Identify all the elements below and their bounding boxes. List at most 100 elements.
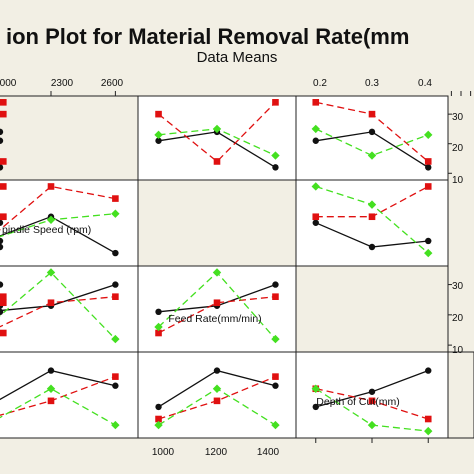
panel-r2-c1-series-2-point-1: [213, 299, 221, 307]
panel-r3-c2-series-1-point-0: [312, 403, 319, 411]
diagonal-cell-1: [137, 179, 297, 267]
panel-r0-c1-series-2-point-1: [213, 158, 221, 165]
panel-r1-c2-series-3-point-2: [424, 248, 433, 258]
bottom-axis-col2: 1000 1200 1400: [152, 447, 280, 458]
panel-r1-c0-series-2-line: [0, 185, 116, 231]
panel-r2-c1-series-1-point-0: [155, 308, 162, 316]
panel-r0-c2-series-2-point-0: [312, 99, 320, 106]
panel-r0-c2-series-1-point-1: [368, 128, 376, 136]
top-tick-col3-0: 0.2: [313, 78, 327, 89]
panel-r1-c2: [295, 179, 449, 267]
panel-r0-c2: [295, 95, 449, 181]
panel-r3-c0-series-1-point-2: [112, 382, 119, 389]
panel-r1-c0-series-3-point-2: [111, 209, 120, 218]
panel-r3-c1-series-1-point-0: [155, 403, 162, 411]
panel-r1-c3-series-2-point-2: [0, 213, 7, 221]
panel-r0-c1-series-3-point-2: [271, 151, 280, 160]
panel-r0-c2-series-3-point-1: [367, 151, 377, 160]
panel-r1-c2-series-2-point-1: [368, 213, 376, 221]
panel-r1-c2-series-1-point-1: [368, 243, 376, 251]
panel-r3-c0-series-2-point-2: [112, 373, 119, 380]
panel-r1-c2-series-3-point-0: [311, 182, 320, 191]
panel-r2-c0-series-3-point-2: [111, 334, 120, 344]
panel-r1-c0-series-1-point-2: [112, 249, 119, 257]
top-tick-col0-0: 000: [0, 78, 17, 89]
factor-label-spindle-speed: pindle Speed (rpm): [2, 224, 91, 236]
panel-r2-c3-series-1-point-0: [0, 308, 4, 316]
panel-r0-c2-series-2-point-2: [424, 158, 432, 165]
right-tick-row0-10: 10: [452, 175, 464, 186]
panel-r0-c2-series-2-point-1: [368, 110, 376, 118]
panel-r2-c0-series-1-point-2: [112, 281, 119, 288]
panel-r1-c0-series-3-point-1: [46, 215, 56, 224]
top-tick-col3-2: 0.4: [418, 78, 432, 89]
panel-r2-c3-series-2-point-1: [0, 299, 7, 307]
top-tick-col0-1: 2300: [51, 78, 74, 89]
panel-r1-c3-series-1-point-1: [0, 243, 4, 251]
right-tick-row2-30: 30: [452, 281, 464, 292]
panel-r0-c2-series-3-point-0: [311, 124, 320, 134]
panel-r3-c2-series-3-point-1: [367, 420, 377, 430]
panel-r2-c1-series-2-line: [158, 296, 276, 334]
panel-r3-c1: [137, 351, 297, 439]
panel-r2-c0-series-2-point-2: [112, 293, 119, 300]
panel-r0-c3-series-2-point-2: [0, 158, 7, 165]
right-tick-row0-20: 20: [452, 143, 464, 154]
panel-r2-c1-series-2-point-2: [272, 293, 279, 300]
top-tick-col0-2: 2600: [101, 78, 124, 89]
panel-r0-c3-series-1-point-0: [0, 137, 4, 144]
panel-r0-c2-series-3-line: [315, 128, 429, 157]
panel-r2-c1-series-3-point-1: [212, 268, 222, 277]
panel-r0-c1-series-3-point-0: [154, 130, 163, 140]
panel-r3-c1-series-1-point-1: [213, 367, 221, 374]
panel-r1-c2-series-1-point-0: [312, 219, 319, 226]
right-tick-row0-30: 30: [452, 112, 464, 123]
panel-r1-c3-series-1-point-2: [0, 237, 4, 245]
panel-r2-c1-series-3-point-0: [154, 322, 163, 332]
panel-r2-c1-series-1-point-2: [272, 281, 279, 288]
panel-r0-c2-series-1-point-0: [312, 137, 319, 144]
factor-label-depth-of-cut: Depth of Cut(mm): [316, 396, 399, 408]
factor-label-feed-rate: Feed Rate(mm/min): [168, 313, 261, 325]
panel-r0-c1-series-1-point-2: [272, 164, 279, 171]
panel-r3-c2-series-2-point-1: [368, 397, 376, 405]
panel-r3-c0-series-3-line: [0, 387, 116, 426]
right-tick-row2-10: 10: [452, 345, 464, 356]
panel-r2-c3-series-2-point-0: [0, 293, 7, 300]
panel-r3-c1-series-3-point-2: [271, 420, 280, 430]
panel-r0-c1: [137, 95, 297, 181]
panel-r3-c1-series-1-point-2: [272, 382, 279, 389]
bottom-tick-col2-0: 1000: [152, 447, 175, 458]
bottom-tick-col2-1: 1200: [205, 447, 228, 458]
panel-r3-c1-series-3-point-1: [212, 384, 222, 393]
panel-r3-c0-series-2-point-1: [47, 397, 55, 405]
right-tick-row2-20: 20: [452, 313, 464, 324]
panel-r0-c3-series-2-point-0: [0, 99, 7, 106]
panel-r1-c3-series-2-point-0: [0, 183, 7, 190]
panel-r3-c0-series-1-point-1: [47, 367, 55, 374]
panel-r3-c1-series-2-point-2: [272, 373, 279, 380]
panel-r0-c1-series-2-line: [158, 101, 276, 163]
panel-r0-c2-series-3-point-2: [424, 130, 433, 140]
diagonal-cell-3: [447, 351, 474, 439]
panel-r1-c2-series-1-point-2: [425, 237, 432, 245]
panel-r0-c3-series-1-point-1: [0, 128, 4, 136]
panel-r3-c2-series-1-point-2: [425, 367, 432, 374]
top-tick-col3-1: 0.3: [365, 78, 379, 89]
panel-r2-c0-series-3-line: [0, 271, 116, 340]
panel-r3-c1-series-3-point-0: [154, 420, 163, 430]
panel-r1-c2-series-2-point-2: [424, 183, 432, 190]
panel-r0-c1-series-2-point-0: [155, 110, 162, 118]
top-axis-col0: 000 2300 2600: [0, 78, 124, 89]
right-axis: 30 20 10 30 20 10: [452, 112, 464, 356]
diagonal-cell-0: [0, 95, 139, 181]
panel-r2-c0-series-2-point-1: [47, 299, 55, 307]
top-axis-col3: 0.2 0.3 0.4: [313, 78, 432, 89]
panel-r3-c0-series-3-point-2: [111, 420, 120, 430]
panel-r2-c3-series-1-point-1: [0, 281, 4, 288]
panel-r1-c2-series-2-point-0: [312, 213, 320, 221]
panel-r2-c3-series-2-point-2: [0, 329, 7, 337]
panel-grid: [0, 91, 474, 443]
panel-r3-c2-series-3-point-0: [311, 384, 320, 393]
